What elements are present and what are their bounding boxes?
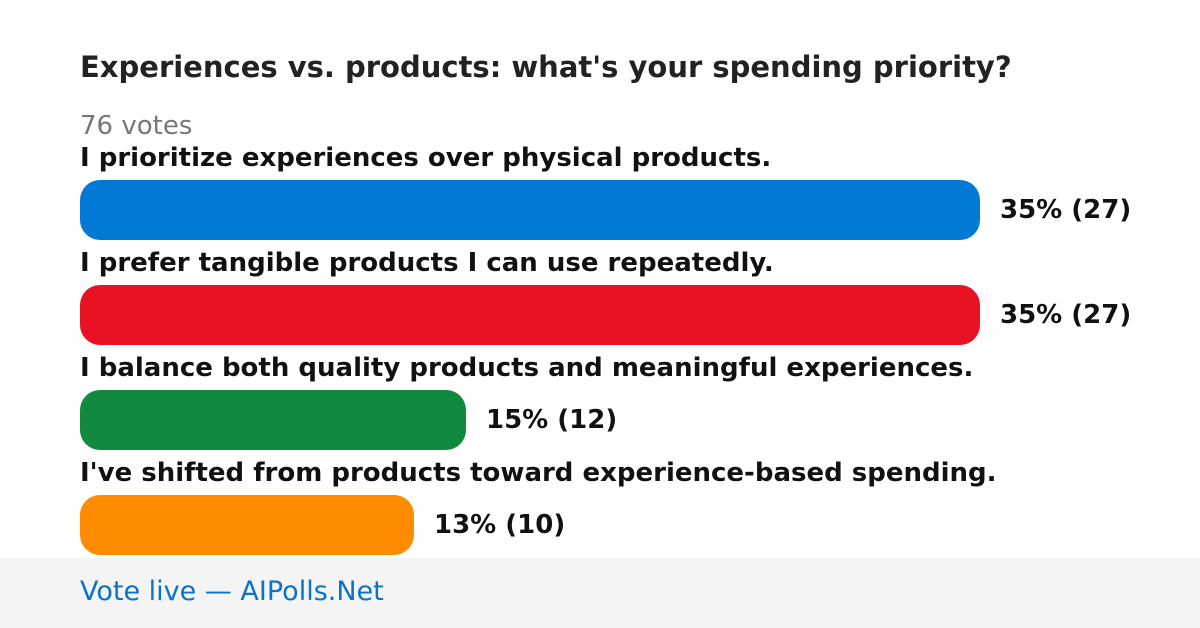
result-value: 35% (27) xyxy=(1000,195,1132,225)
option-label: I've shifted from products toward experi… xyxy=(80,458,997,488)
result-bar xyxy=(80,495,414,555)
option-label: I balance both quality products and mean… xyxy=(80,353,974,383)
result-bar xyxy=(80,180,980,240)
poll-title: Experiences vs. products: what's your sp… xyxy=(80,50,1012,84)
option-label: I prioritize experiences over physical p… xyxy=(80,143,772,173)
result-value: 15% (12) xyxy=(486,405,618,435)
result-value: 35% (27) xyxy=(1000,300,1132,330)
option-label: I prefer tangible products I can use rep… xyxy=(80,248,774,278)
footer-bar: Vote live — AIPolls.Net xyxy=(0,558,1200,628)
vote-live-link[interactable]: Vote live — AIPolls.Net xyxy=(80,576,384,607)
result-value: 13% (10) xyxy=(434,510,566,540)
result-bar xyxy=(80,285,980,345)
vote-count: 76 votes xyxy=(80,111,193,141)
result-bar xyxy=(80,390,466,450)
